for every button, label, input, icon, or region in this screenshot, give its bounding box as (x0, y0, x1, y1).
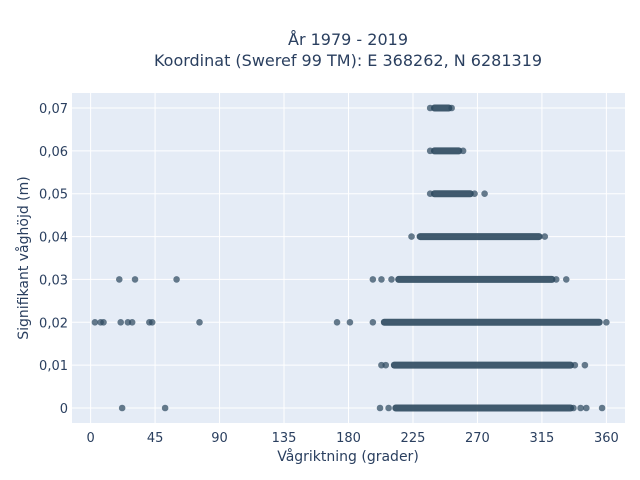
data-point (583, 404, 590, 412)
x-tick-label: 0 (86, 431, 94, 446)
x-tick-label: 135 (272, 431, 297, 446)
data-point (333, 318, 341, 326)
y-tick-label: 0,06 (39, 145, 68, 160)
x-tick-label: 45 (147, 431, 164, 446)
data-point (131, 276, 139, 283)
data-points (91, 104, 610, 412)
chart-title-line2: Koordinat (Sweref 99 TM): E 368262, N 62… (154, 51, 542, 70)
data-point (369, 318, 377, 326)
y-tick-label: 0,04 (39, 231, 68, 246)
data-point (552, 276, 560, 283)
data-point (128, 318, 136, 326)
data-point (161, 404, 169, 412)
data-point (562, 276, 570, 283)
data-point (426, 104, 434, 112)
data-point (426, 190, 434, 198)
data-point (571, 361, 579, 369)
y-tick-label: 0,01 (39, 359, 68, 374)
data-point (378, 276, 385, 283)
x-tick-label: 360 (594, 431, 619, 446)
data-point (598, 404, 606, 412)
data-point (173, 276, 180, 283)
data-point (459, 147, 467, 155)
data-point (196, 318, 203, 326)
point-clusters (380, 104, 603, 412)
y-tick-label: 0,05 (39, 188, 68, 203)
data-point (115, 276, 123, 283)
data-point (376, 404, 384, 412)
x-axis-title: Vågriktning (grader) (277, 448, 419, 465)
data-point (385, 404, 392, 412)
y-tick-label: 0,07 (39, 102, 68, 117)
y-tick-label: 0,03 (39, 273, 68, 288)
data-point (148, 318, 156, 326)
data-point (603, 318, 610, 326)
x-tick-label: 315 (529, 431, 554, 446)
data-point (382, 361, 390, 369)
chart-title-line1: År 1979 - 2019 (288, 30, 408, 49)
data-point (100, 318, 107, 326)
data-point (448, 104, 455, 112)
data-point (388, 276, 395, 283)
data-point (481, 190, 488, 198)
data-point (408, 233, 415, 240)
x-tick-labels: 0 45 90 135 180 225 270 315 360 (86, 431, 618, 446)
data-point (369, 276, 377, 283)
x-tick-label: 90 (211, 431, 228, 446)
x-tick-label: 270 (465, 431, 490, 446)
x-tick-label: 225 (401, 431, 426, 446)
data-point (570, 404, 577, 412)
data-point (346, 318, 354, 326)
data-point (541, 233, 549, 240)
data-point (581, 361, 589, 369)
y-tick-label: 0,02 (39, 316, 68, 331)
data-point (118, 404, 126, 412)
data-point (471, 190, 478, 198)
y-axis-title: Signifikant våghöjd (m) (15, 176, 32, 339)
data-point (577, 404, 584, 412)
data-point (91, 318, 99, 326)
data-point (117, 318, 125, 326)
data-point (426, 147, 434, 155)
x-tick-label: 180 (336, 431, 361, 446)
y-tick-labels: 0 0,01 0,02 0,03 0,04 0,05 0,06 0,07 (39, 102, 68, 417)
y-tick-label: 0 (60, 402, 68, 417)
